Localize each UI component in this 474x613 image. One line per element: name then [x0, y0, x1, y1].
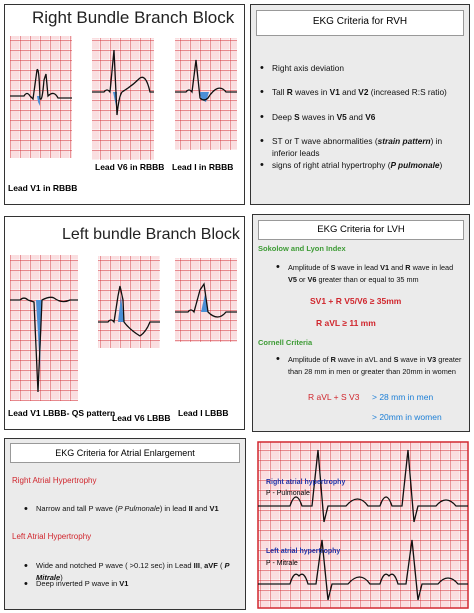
emphasis: V3	[427, 355, 437, 364]
emphasis: R	[405, 263, 411, 272]
strip-label: P - Mitrale	[266, 560, 298, 567]
rbbb-title: Right Bundle Branch Block	[32, 8, 235, 27]
emphasis: aVF	[204, 561, 218, 570]
emphasis: V1	[119, 579, 129, 588]
rvh-bullet: Deep S waves in V5 and V6	[260, 111, 462, 123]
text: (increased R:S ratio)	[368, 87, 447, 97]
criteria-heading: Left Atrial Hypertrophy	[12, 532, 92, 541]
rvh-bullet: signs of right atrial hypertrophy (P pul…	[260, 159, 462, 171]
lvh-title: EKG Criteria for LVH	[258, 220, 464, 240]
text: Deep	[272, 112, 295, 122]
text: and	[346, 112, 366, 122]
atrial-title: EKG Criteria for Atrial Enlargement	[10, 443, 240, 463]
text: Amplitude of	[288, 355, 331, 364]
text: and	[389, 263, 406, 272]
rvh-bullet: ST or T wave abnormalities (strain patte…	[260, 135, 464, 159]
text: )	[439, 160, 443, 170]
text: and	[192, 504, 210, 513]
text: Deep inverted P wave in	[36, 579, 120, 588]
lvh-panel	[252, 214, 470, 432]
criteria-heading: Sokolow and Lyon Index	[258, 244, 346, 253]
text: signs of right atrial hypertrophy (	[272, 160, 391, 170]
emphasis: V5	[288, 274, 297, 284]
emphasis: V2	[358, 87, 369, 97]
strip-label: P - Pulmonale	[266, 490, 310, 497]
lbbb-grids	[10, 255, 237, 401]
text: greater than or equal to 35 mm	[316, 274, 419, 284]
text: Right axis deviation	[272, 63, 344, 73]
text: ) in inferior leads	[272, 136, 443, 158]
lead-label: Lead I in RBBB	[172, 162, 234, 172]
rvh-bullet: Tall R waves in V1 and V2 (increased R:S…	[260, 86, 462, 98]
emphasis: V6	[307, 274, 317, 284]
rbbb-panel	[4, 4, 245, 205]
lead-label: Lead V1 LBBB- QS pattern	[8, 408, 116, 418]
emphasis: R	[286, 87, 293, 97]
lead-label: Lead V1 in RBBB	[8, 183, 78, 193]
atrial-bullet: Deep inverted P wave in V1	[24, 578, 241, 590]
lead-label: Lead V6 LBBB	[112, 413, 171, 423]
text: wave in	[398, 355, 428, 364]
rvh-bullet: Right axis deviation	[260, 62, 462, 74]
criteria-heading: Right Atrial Hypertrophy	[12, 476, 97, 485]
emphasis: V1	[329, 87, 340, 97]
strip-label: Right atrial hypertrophy	[266, 479, 346, 486]
emphasis: strain pattern	[377, 136, 431, 146]
formula: R aVL + S V3	[308, 392, 360, 402]
text: wave in lead	[410, 263, 454, 272]
lvh-bullet: Amplitude of R wave in aVL and S wave in…	[276, 354, 466, 377]
atrial-strip	[257, 441, 469, 609]
text: waves in	[299, 112, 337, 122]
threshold: > 20mm in women	[372, 412, 442, 422]
emphasis: P pulmonale	[390, 160, 440, 170]
criteria-heading: Cornell Criteria	[258, 338, 313, 347]
text: Narrow and tall P wave (	[36, 504, 118, 513]
emphasis: V1	[380, 263, 390, 272]
text: or	[296, 274, 308, 284]
emphasis: S	[393, 355, 399, 364]
emphasis: III	[193, 561, 200, 570]
text: greater than 28 mm in men or greater tha…	[288, 355, 462, 376]
text: waves in	[292, 87, 330, 97]
lbbb-panel	[4, 216, 245, 430]
rvh-panel	[250, 4, 470, 205]
strip-label: Left atrial hypertrophy	[266, 548, 341, 555]
text: wave in aVL and	[335, 355, 394, 364]
text: Tall	[272, 87, 287, 97]
rbbb-grids	[10, 36, 237, 160]
emphasis: P Pulmonale	[117, 504, 160, 513]
text: Wide and notched P wave ( >0.12 sec) in …	[36, 561, 194, 570]
formula: SV1 + R V5/V6 ≥ 35mm	[310, 296, 402, 306]
emphasis: V6	[365, 112, 376, 122]
threshold: > 28 mm in men	[372, 392, 434, 402]
emphasis: R	[330, 355, 336, 364]
text: Amplitude of	[288, 263, 331, 272]
rvh-title: EKG Criteria for RVH	[256, 10, 464, 36]
emphasis: S	[294, 112, 300, 122]
atrial-bullet: Narrow and tall P wave (P Pulmonale) in …	[24, 503, 241, 515]
emphasis: V5	[336, 112, 347, 122]
text: (	[217, 561, 225, 570]
text: ST or T wave abnormalities (	[272, 136, 378, 146]
lbbb-title: Left bundle Branch Block	[62, 226, 240, 243]
formula: R aVL ≥ 11 mm	[316, 318, 376, 328]
lvh-bullet: Amplitude of S wave in lead V1 and R wav…	[276, 262, 464, 285]
text: ,	[199, 561, 205, 570]
emphasis: V1	[209, 504, 219, 513]
text: ) in lead	[159, 504, 189, 513]
lead-label: Lead I LBBB	[178, 408, 229, 418]
text: wave in lead	[335, 263, 381, 272]
emphasis: II	[188, 504, 193, 513]
lead-label: Lead V6 in RBBB	[95, 162, 165, 172]
text: and	[339, 87, 359, 97]
emphasis: S	[330, 263, 336, 272]
